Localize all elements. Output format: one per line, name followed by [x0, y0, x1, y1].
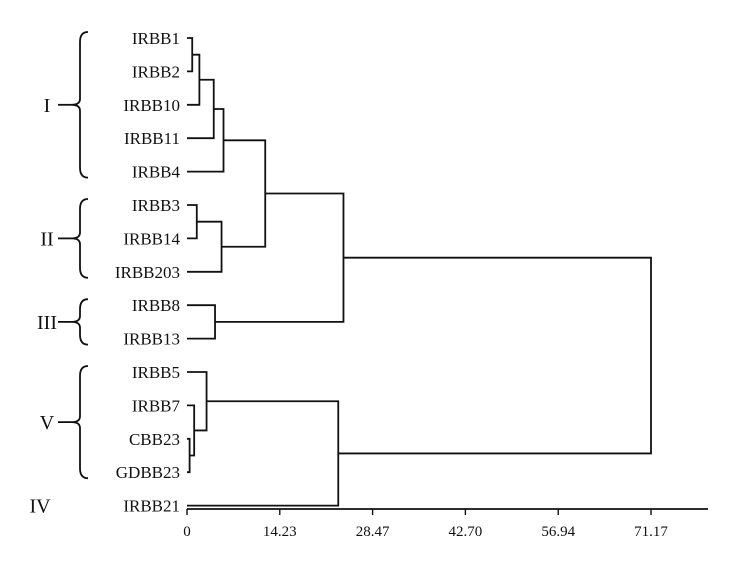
branch-m3 — [187, 78, 215, 140]
leaf-label-irbb8: IRBB8 — [132, 296, 180, 315]
leaf-label-irbb11: IRBB11 — [124, 129, 180, 148]
group-label: III — [37, 312, 57, 334]
x-tick-label: 71.17 — [634, 524, 668, 540]
x-tick-label: 56.94 — [541, 524, 575, 540]
leaf-label-gdbb23: GDBB23 — [116, 463, 180, 482]
group-label: II — [40, 228, 53, 250]
leaf-label-irbb3: IRBB3 — [132, 196, 180, 215]
leaf-label-irbb1: IRBB1 — [132, 29, 180, 48]
dendrogram-branches — [187, 37, 652, 507]
x-tick-label: 14.23 — [263, 524, 297, 540]
leaf-label-cbb23: CBB23 — [129, 430, 180, 449]
leaf-label-irbb13: IRBB13 — [123, 330, 180, 349]
x-tick-label: 42.70 — [449, 524, 483, 540]
group-label: IV — [29, 496, 51, 518]
leaf-label-irbb21: IRBB21 — [123, 497, 180, 516]
branch-m4 — [187, 108, 225, 173]
leaf-label-irbb5: IRBB5 — [132, 363, 180, 382]
branch-m7 — [221, 139, 267, 248]
branch-m5 — [187, 204, 198, 240]
group-brace — [71, 365, 89, 480]
branch-m9 — [215, 192, 345, 323]
branch-m2 — [187, 53, 201, 106]
branch-m11 — [187, 404, 196, 457]
leaf-label-irbb2: IRBB2 — [132, 62, 180, 81]
group-braces — [58, 31, 89, 480]
group-brace — [71, 31, 89, 179]
x-tick-label: 0 — [183, 524, 191, 540]
branch-m8 — [187, 304, 216, 340]
leaf-label-irbb4: IRBB4 — [132, 163, 181, 182]
group-brace — [71, 298, 89, 346]
branch-m12 — [187, 371, 208, 432]
x-axis: 0 14.23 28.47 42.70 56.94 71.17 — [183, 508, 708, 540]
leaf-label-irbb10: IRBB10 — [123, 96, 180, 115]
leaf-label-irbb7: IRBB7 — [132, 396, 181, 415]
x-tick-label: 28.47 — [356, 524, 390, 540]
leaf-label-irbb203: IRBB203 — [115, 263, 180, 282]
leaf-labels: IRBB1 IRBB2 IRBB10 IRBB11 IRBB4 IRBB3 IRBB14 IR… — [115, 29, 181, 516]
branch-m14 — [338, 256, 652, 455]
group-label: I — [44, 95, 51, 117]
group-label: V — [40, 412, 55, 434]
leaf-label-irbb14: IRBB14 — [123, 229, 180, 248]
branch-m1 — [187, 37, 194, 73]
branch-m10 — [187, 437, 191, 474]
group-brace — [71, 198, 89, 279]
branch-m13 — [187, 400, 340, 507]
branch-m6 — [187, 220, 223, 273]
